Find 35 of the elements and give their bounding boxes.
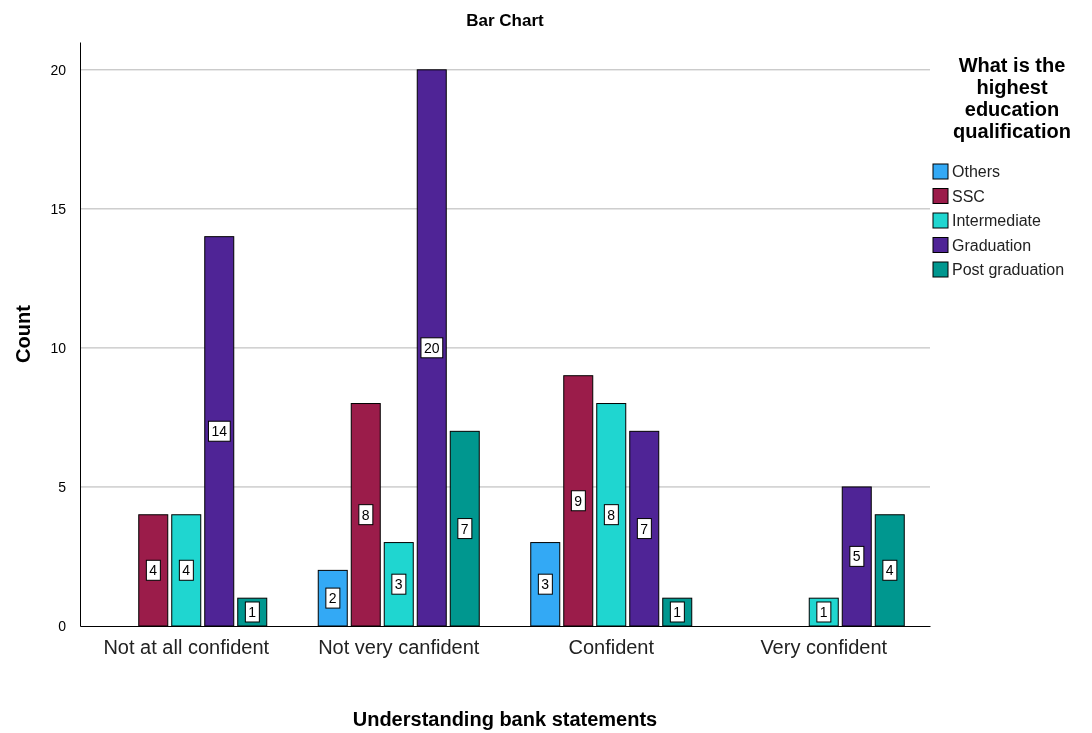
data-label: 1 [673, 604, 682, 620]
legend-label: SSC [952, 187, 985, 205]
x-tick-label: Not very canfident [318, 636, 480, 659]
x-tick-label: Confident [568, 636, 655, 659]
data-label: 3 [394, 576, 403, 593]
y-axis-title: Count [12, 304, 34, 363]
legend-label: Graduation [952, 236, 1032, 254]
data-label: 7 [640, 520, 649, 537]
y-tick-label: 0 [58, 617, 67, 634]
legend-label: Intermediate [952, 212, 1042, 229]
data-label: 1 [819, 604, 828, 620]
data-label: 4 [182, 562, 191, 579]
data-label: 7 [460, 520, 469, 537]
y-tick-label: 5 [58, 478, 67, 495]
legend-title: What is the highest education qualification [953, 54, 1071, 142]
x-axis-title: Understanding bank statements [352, 708, 658, 730]
data-label: 20 [423, 339, 440, 356]
data-label: 5 [852, 548, 861, 565]
data-label: 9 [574, 492, 583, 509]
data-label: 4 [149, 562, 158, 579]
data-label: 4 [885, 562, 894, 579]
data-label: 14 [211, 423, 228, 440]
x-tick-label: Not at all confident [103, 636, 270, 659]
legend-label: Others [952, 163, 1001, 180]
data-label: 1 [248, 604, 257, 620]
y-tick-label: 10 [50, 339, 67, 356]
data-label: 3 [541, 576, 550, 593]
data-label: 8 [607, 506, 616, 523]
legend-label: Post graduation [952, 261, 1065, 278]
y-tick-label: 20 [50, 61, 67, 78]
chart-title: Bar Chart [466, 11, 545, 30]
x-tick-label: Very confident [760, 636, 888, 659]
y-tick-label: 15 [50, 200, 67, 217]
data-label: 2 [328, 590, 337, 607]
data-label: 8 [361, 506, 370, 523]
